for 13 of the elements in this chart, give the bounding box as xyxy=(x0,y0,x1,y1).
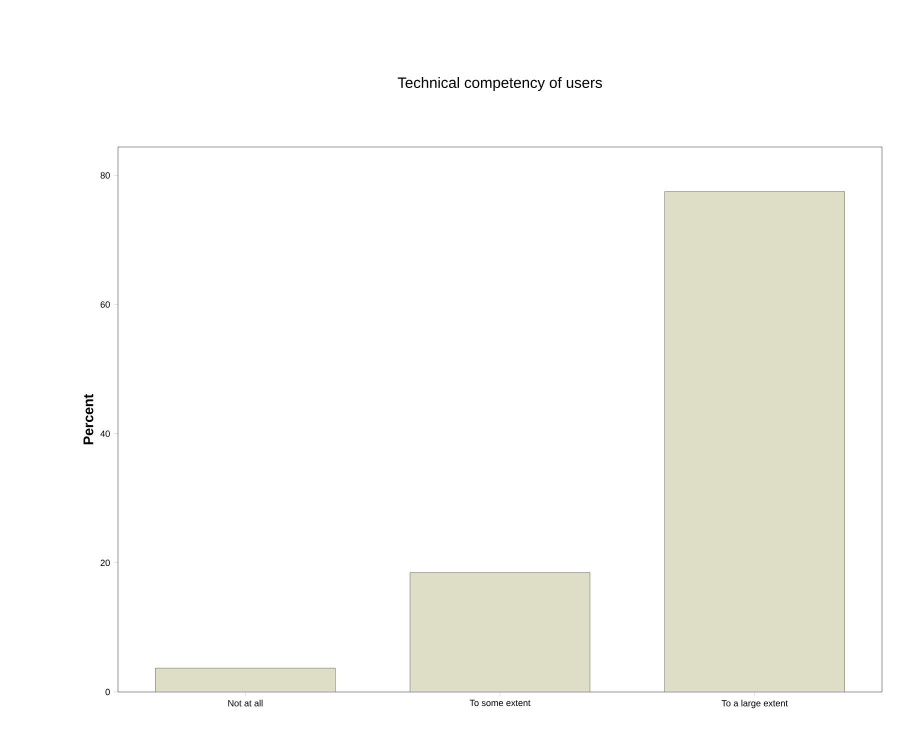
y-tick-label: 20 xyxy=(100,560,110,566)
x-tick-label: Not at all xyxy=(228,700,262,706)
y-tick-label: 0 xyxy=(106,688,110,696)
y-axis-title: Percent xyxy=(84,394,94,444)
x-tick-label: To some extent xyxy=(470,700,530,706)
y-tick-label: 40 xyxy=(100,430,110,437)
y-tick-label: 60 xyxy=(100,301,110,308)
bar xyxy=(155,668,336,692)
bar xyxy=(664,191,845,692)
x-tick-label: To a large extent xyxy=(722,700,788,708)
y-tick-label: 80 xyxy=(100,172,110,179)
chart-title: Technical competency of users xyxy=(398,77,602,91)
bar xyxy=(410,572,590,692)
